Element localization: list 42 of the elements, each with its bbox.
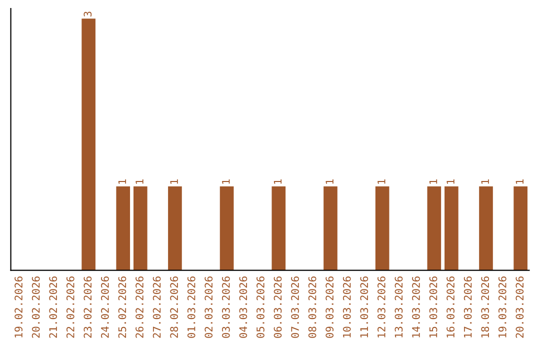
x-tick-label: 06.03.2026	[274, 276, 282, 338]
x-tick-label: 08.03.2026	[308, 276, 316, 338]
data-label: 3	[84, 12, 92, 16]
data-label: 1	[378, 179, 386, 184]
x-tick-label: 13.03.2026	[394, 276, 403, 338]
x-tick-label: 22.02.2026	[66, 276, 74, 338]
x-tick-label: 02.03.2026	[204, 276, 213, 338]
x-tick-label: 26.02.2026	[136, 276, 144, 338]
x-tick-label: 27.02.2026	[152, 276, 161, 338]
data-label: 1	[446, 179, 454, 184]
x-tick-label: 23.02.2026	[84, 276, 92, 338]
x-tick-label: 03.03.2026	[222, 276, 230, 338]
data-label: 1	[136, 179, 144, 184]
data-label: 1	[429, 179, 438, 184]
data-label: 1	[481, 179, 489, 184]
data-label: 1	[326, 179, 334, 184]
x-tick-label: 14.03.2026	[412, 276, 420, 338]
x-tick-label: 18.03.2026	[481, 276, 490, 338]
x-tick-label: 10.03.2026	[342, 276, 351, 338]
x-tick-label: 01.03.2026	[187, 276, 196, 338]
data-label: 1	[222, 179, 230, 184]
x-tick-label: 19.02.2026	[14, 276, 22, 338]
x-tick-label: 28.02.2026	[170, 276, 178, 338]
x-tick-label: 16.03.2026	[446, 276, 454, 338]
data-label: 1	[170, 179, 178, 184]
x-tick-label: 17.03.2026	[464, 276, 472, 338]
data-label: 1	[118, 179, 126, 184]
x-tick-label: 05.03.2026	[256, 276, 264, 338]
x-tick-label: 20.03.2026	[516, 276, 524, 338]
x-tick-label: 24.02.2026	[101, 276, 109, 338]
x-tick-label: 04.03.2026	[239, 276, 248, 338]
x-tick-label: 25.02.2026	[118, 276, 126, 338]
x-tick-label: 15.03.2026	[429, 276, 438, 338]
data-label: 1	[274, 179, 282, 184]
x-tick-label: 20.02.2026	[32, 276, 40, 338]
x-tick-label: 19.03.2026	[498, 276, 506, 338]
x-tick-label: 21.02.2026	[49, 276, 58, 338]
x-tick-label: 07.03.2026	[291, 276, 299, 338]
x-tick-label: 09.03.2026	[326, 276, 334, 338]
x-tick-label: 12.03.2026	[377, 276, 386, 338]
x-tick-label: 11.03.2026	[360, 276, 368, 338]
data-label: 1	[516, 179, 524, 184]
